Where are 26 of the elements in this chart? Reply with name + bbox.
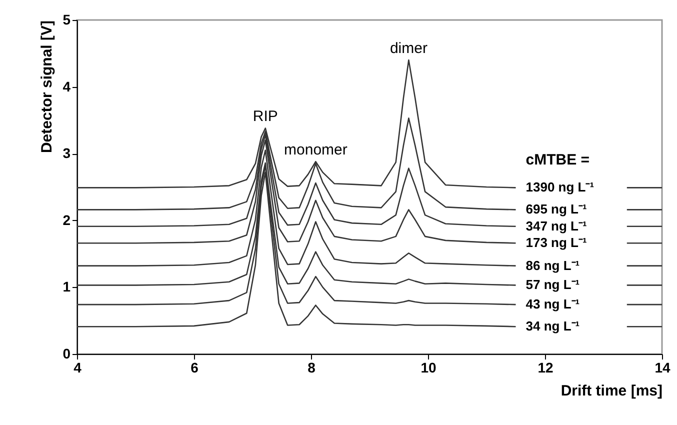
series-label: 173 ng L⁻¹ — [526, 235, 587, 250]
y-tick-label: 0 — [62, 346, 71, 362]
x-tick-label: 10 — [420, 360, 436, 376]
x-tick-label: 6 — [190, 360, 199, 376]
x-tick-label: 14 — [654, 360, 670, 376]
annotation: dimer — [390, 40, 428, 58]
y-tick-label: 1 — [62, 278, 71, 295]
legend-title: cMTBE = — [526, 152, 590, 169]
series-label: 1390 ng L⁻¹ — [526, 180, 594, 195]
x-tick-label: 8 — [308, 360, 316, 376]
series-label: 43 ng L⁻¹ — [526, 296, 580, 312]
y-axis-title: Detector signal [V] — [38, 20, 56, 154]
y-tick-label: 2 — [62, 212, 71, 228]
series-label: 695 ng L⁻¹ — [526, 202, 587, 217]
y-tick-label: 5 — [62, 12, 71, 28]
x-tick-label: 4 — [74, 360, 82, 376]
series-label: 86 ng L⁻¹ — [526, 258, 580, 273]
series-label: 57 ng L⁻¹ — [526, 277, 580, 292]
annotation: monomer — [284, 142, 348, 159]
y-tick-label: 3 — [62, 145, 71, 162]
x-tick-label: 12 — [538, 360, 554, 376]
y-tick-label: 4 — [62, 78, 71, 94]
series-label: 34 ng L⁻¹ — [526, 318, 580, 334]
annotation: RIP — [252, 108, 278, 126]
series-label: 347 ng L⁻¹ — [526, 218, 587, 234]
x-axis-title: Drift time [ms] — [560, 382, 662, 400]
